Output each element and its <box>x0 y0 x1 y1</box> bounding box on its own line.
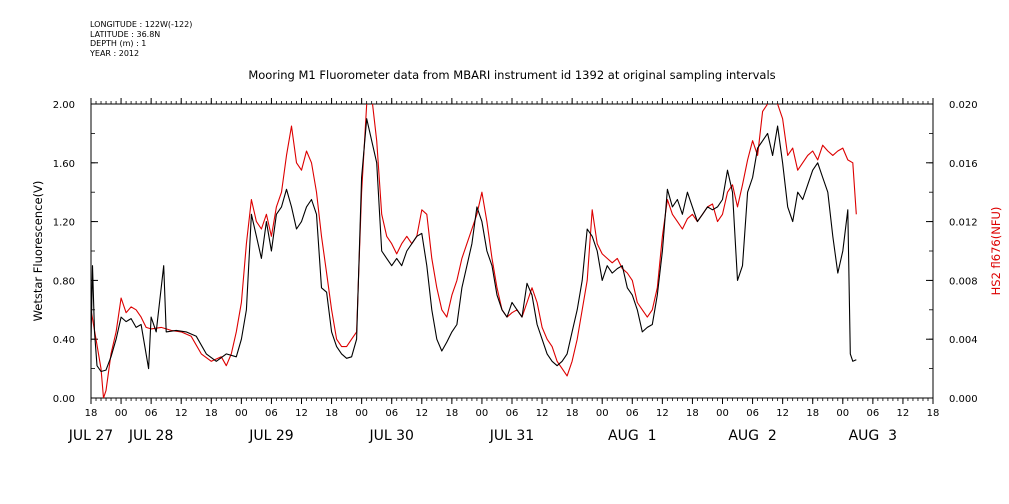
plot-frame <box>90 103 934 399</box>
x-tick-label: 18 <box>205 408 218 419</box>
x-tick-label: 06 <box>626 408 639 419</box>
x-tick-label: 12 <box>175 408 188 419</box>
x-tick-label: 18 <box>566 408 579 419</box>
x-tick-label: 18 <box>806 408 819 419</box>
y-right-tick-label: 0.020 <box>949 100 978 111</box>
x-date-label: JUL 31 <box>489 428 534 444</box>
x-tick-label: 06 <box>385 408 398 419</box>
x-tick-label: 06 <box>746 408 759 419</box>
x-tick-label: 00 <box>716 408 729 419</box>
x-tick-label: 00 <box>476 408 489 419</box>
x-date-label: AUG 1 <box>608 428 656 444</box>
x-tick-label: 00 <box>355 408 368 419</box>
x-tick-label: 06 <box>145 408 158 419</box>
x-tick-label: 12 <box>295 408 308 419</box>
x-tick-label: 18 <box>325 408 338 419</box>
x-date-label: AUG 3 <box>849 428 897 444</box>
y-left-tick-label: 2.00 <box>53 100 75 111</box>
wetstar-fluorescence-series-line <box>91 118 857 373</box>
x-date-label: AUG 2 <box>728 428 776 444</box>
y-left-tick-label: 0.00 <box>53 394 75 405</box>
x-tick-label: 00 <box>596 408 609 419</box>
x-date-label: JUL 27 <box>68 428 113 444</box>
left-axis-label: Wetstar Fluorescence(V) <box>31 181 45 322</box>
y-right-tick-label: 0.008 <box>949 276 978 287</box>
x-tick-label: 18 <box>686 408 699 419</box>
y-left-tick-label: 0.80 <box>53 276 75 287</box>
y-right-tick-label: 0.000 <box>949 394 978 405</box>
x-tick-label: 12 <box>897 408 910 419</box>
longitude-text: LONGITUDE : 122W(-122) <box>90 20 193 29</box>
x-tick-label: 12 <box>656 408 669 419</box>
year-text: YEAR : 2012 <box>90 48 140 58</box>
y-right-tick-label: 0.016 <box>949 159 978 170</box>
x-tick-label: 00 <box>235 408 248 419</box>
x-tick-label: 18 <box>445 408 458 419</box>
x-tick-label: 12 <box>536 408 549 419</box>
x-tick-label: 06 <box>506 408 519 419</box>
x-tick-label: 18 <box>85 408 98 419</box>
hs2-fl676-series-line <box>91 104 857 398</box>
right-axis-label: HS2 fl676(NFU) <box>989 207 1003 296</box>
x-date-label: JUL 28 <box>128 428 173 444</box>
x-date-label: JUL 30 <box>368 428 413 444</box>
x-tick-label: 00 <box>836 408 849 419</box>
y-left-tick-label: 1.60 <box>53 159 75 170</box>
chart-title: Mooring M1 Fluorometer data from MBARI i… <box>248 68 775 82</box>
x-tick-label: 00 <box>115 408 128 419</box>
depth-text: DEPTH (m) : 1 <box>90 39 147 48</box>
x-tick-label: 18 <box>927 408 940 419</box>
x-tick-label: 12 <box>415 408 428 419</box>
x-tick-label: 06 <box>265 408 278 419</box>
x-tick-label: 06 <box>866 408 879 419</box>
plot-area: 18 00 06 12 18 00 06 12 18 00 06 12 18 00 06 12 18 00 06 12… <box>53 98 978 444</box>
x-date-label: JUL 29 <box>248 428 293 444</box>
y-left-tick-label: 0.40 <box>53 335 75 346</box>
metadata-block: LONGITUDE : 122W(-122) LATITUDE : 36.8N … <box>90 20 192 58</box>
x-tick-label: 12 <box>776 408 789 419</box>
latitude-text: LATITUDE : 36.8N <box>90 29 161 39</box>
y-right-tick-label: 0.004 <box>949 335 978 346</box>
y-right-tick-label: 0.012 <box>949 218 978 229</box>
y-left-tick-label: 1.20 <box>53 218 75 229</box>
